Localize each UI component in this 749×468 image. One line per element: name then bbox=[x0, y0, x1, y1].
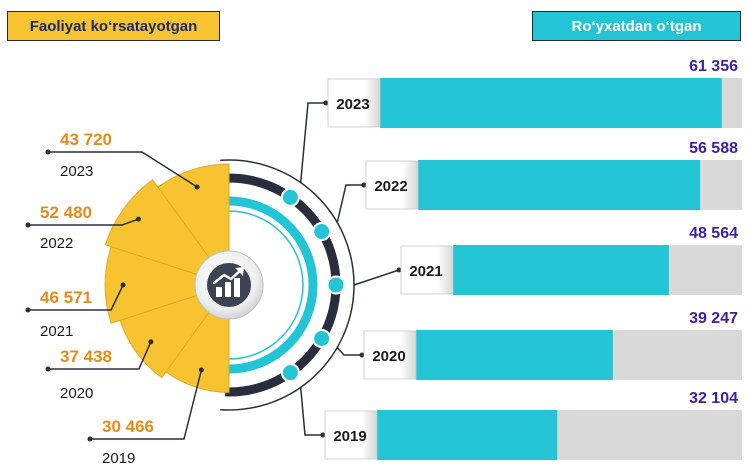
left-header: Faoliyat ko‘rsatayotgan bbox=[7, 11, 220, 41]
pie-value-label: 52 480 bbox=[40, 203, 92, 222]
bar-chart: 2023 61 356 2022 56 588 2021 48 564 2020 39 247… bbox=[324, 58, 742, 460]
connector-dot bbox=[198, 367, 204, 373]
year-tab bbox=[327, 78, 381, 128]
year-tab bbox=[365, 160, 419, 210]
inner-ring bbox=[228, 210, 304, 360]
right-connector bbox=[299, 102, 326, 183]
bar-value-label: 61 356 bbox=[689, 58, 738, 75]
connector-dot bbox=[45, 366, 51, 372]
cyan-ring bbox=[225, 196, 318, 374]
connector-dot bbox=[87, 436, 93, 442]
left-connector bbox=[90, 369, 203, 440]
pie-slice-2021 bbox=[104, 246, 231, 324]
ring-marker bbox=[326, 275, 346, 295]
ring-marker bbox=[312, 329, 332, 348]
bar-2021 bbox=[453, 245, 669, 295]
connectors bbox=[25, 100, 402, 442]
connector-dot bbox=[323, 100, 329, 106]
connector-dot bbox=[25, 222, 31, 228]
bar-value-label: 48 564 bbox=[689, 225, 738, 242]
pie-value-label: 46 571 bbox=[40, 288, 92, 307]
pie-year-label: 2020 bbox=[60, 385, 93, 402]
bar-value-label: 56 588 bbox=[689, 140, 738, 157]
pie-slice-2020 bbox=[119, 284, 231, 379]
right-connector bbox=[299, 387, 323, 436]
right-header: Ro‘yxatdan o‘tgan bbox=[532, 11, 741, 41]
year-tab bbox=[400, 245, 454, 295]
bar-year-label: 2023 bbox=[336, 96, 369, 113]
left-connector bbox=[48, 341, 152, 370]
bar-year-label: 2019 bbox=[333, 428, 366, 445]
connector-dot bbox=[194, 184, 200, 190]
outer-ring bbox=[220, 159, 355, 411]
bar-2023 bbox=[380, 78, 722, 128]
connector-dot bbox=[45, 149, 51, 155]
year-tab bbox=[363, 330, 417, 380]
bar-value-label: 32 104 bbox=[689, 390, 738, 407]
connector-dot bbox=[120, 282, 126, 288]
connector-dot bbox=[148, 339, 154, 345]
bar-year-label: 2020 bbox=[372, 348, 405, 365]
left-connector bbox=[48, 151, 198, 188]
right-connector bbox=[353, 269, 400, 286]
connector-dot bbox=[135, 216, 141, 222]
pie-chart: 43 720 2023 52 480 2022 46 571 2021 37 438 2020… bbox=[40, 130, 231, 467]
ring-marker bbox=[312, 222, 332, 241]
bar-year-label: 2022 bbox=[374, 178, 407, 195]
connector-dot bbox=[320, 432, 326, 438]
pie-slice-2022 bbox=[104, 179, 231, 286]
pie-value-label: 43 720 bbox=[60, 130, 112, 149]
left-connector bbox=[28, 218, 139, 226]
pie-year-label: 2023 bbox=[60, 163, 93, 180]
right-connector bbox=[336, 346, 362, 356]
connector-dot bbox=[25, 307, 31, 313]
pie-year-label: 2022 bbox=[40, 235, 73, 252]
bar-2020 bbox=[416, 330, 613, 380]
pie-year-label: 2021 bbox=[40, 323, 73, 340]
year-tab bbox=[324, 410, 378, 460]
pie-slice-2023 bbox=[157, 163, 230, 287]
ring-marker bbox=[280, 363, 300, 383]
right-connector bbox=[336, 184, 364, 223]
pie-value-label: 30 466 bbox=[102, 417, 154, 436]
ring-marker bbox=[280, 187, 300, 207]
growth-chart-icon bbox=[194, 250, 264, 320]
connector-dot bbox=[359, 352, 365, 358]
pie-year-label: 2019 bbox=[102, 450, 135, 467]
bar-year-label: 2021 bbox=[409, 263, 442, 280]
bar-2022 bbox=[418, 160, 701, 210]
bar-2019 bbox=[377, 410, 558, 460]
left-connector bbox=[28, 284, 124, 311]
pie-value-label: 37 438 bbox=[60, 347, 112, 366]
connector-dot bbox=[396, 267, 402, 273]
connector-dot bbox=[361, 182, 367, 188]
bar-value-label: 39 247 bbox=[689, 310, 738, 327]
